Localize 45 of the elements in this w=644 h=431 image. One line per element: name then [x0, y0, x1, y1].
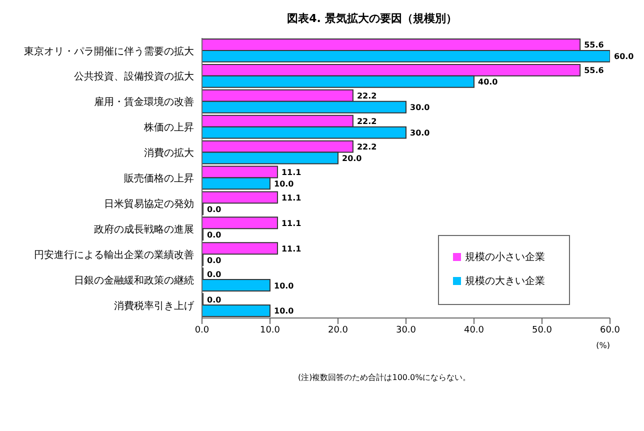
y-tick-label: 雇用・賃金環境の改善: [94, 96, 194, 108]
x-tick-label: 40.0: [464, 325, 484, 336]
data-label: 22.2: [356, 92, 377, 101]
data-label: 0.0: [207, 230, 222, 240]
y-tick-label: 日米貿易協定の発効: [104, 198, 194, 210]
x-tick-label: 20.0: [328, 325, 348, 336]
y-tick-label: 株価の上昇: [143, 122, 194, 134]
data-label: 0.0: [207, 204, 222, 214]
data-label: 20.0: [342, 154, 362, 163]
data-label: 22.2: [356, 142, 377, 152]
data-label: 0.0: [207, 295, 222, 304]
legend-label: 規模の大きい企業: [465, 276, 545, 287]
y-tick-label: 販売価格の上昇: [124, 172, 194, 185]
data-label: 11.1: [281, 193, 302, 202]
x-tick-label: 30.0: [396, 325, 416, 336]
x-tick-label: 10.0: [260, 325, 280, 336]
x-tick-label: 50.0: [532, 325, 552, 336]
data-label: 10.0: [274, 306, 294, 316]
data-label: 10.0: [274, 179, 294, 188]
chart-title: 図表4. 景気拡大の要因（規模別）: [286, 11, 458, 27]
data-label: 11.1: [281, 218, 302, 228]
data-label: 60.0: [614, 52, 634, 62]
text: (注)複数回答のため合計は100.0%にならない。: [298, 372, 471, 383]
y-tick-label: 公共投資、設備投資の拡大: [74, 70, 194, 83]
data-label: 0.0: [207, 270, 222, 279]
data-label: 40.0: [478, 78, 498, 87]
data-label: 10.0: [274, 281, 294, 290]
y-tick-label: 円安進行による輸出企業の業績改善: [34, 248, 194, 261]
data-label: 55.6: [584, 40, 604, 50]
data-label: 0.0: [207, 256, 222, 265]
legend-label: 規模の小さい企業: [465, 252, 545, 263]
x-axis-title: (%): [596, 341, 610, 350]
data-label: 55.6: [584, 66, 604, 76]
data-label: 11.1: [281, 168, 302, 177]
x-tick-label: 60.0: [600, 325, 620, 336]
data-label: 30.0: [410, 128, 430, 138]
data-label: 22.2: [356, 117, 377, 126]
y-tick-label: 日銀の金融緩和政策の継続: [74, 274, 194, 286]
y-tick-label: 東京オリ・パラ開催に伴う需要の拡大: [24, 45, 194, 58]
data-label: 30.0: [410, 103, 430, 112]
x-tick-label: 0.0: [194, 325, 210, 336]
y-tick-label: 政府の成長戦略の進展: [94, 223, 194, 236]
data-label: 11.1: [281, 244, 302, 254]
y-tick-label: 消費税率引き上げ: [114, 300, 195, 312]
y-tick-label: 消費の拡大: [144, 147, 194, 160]
